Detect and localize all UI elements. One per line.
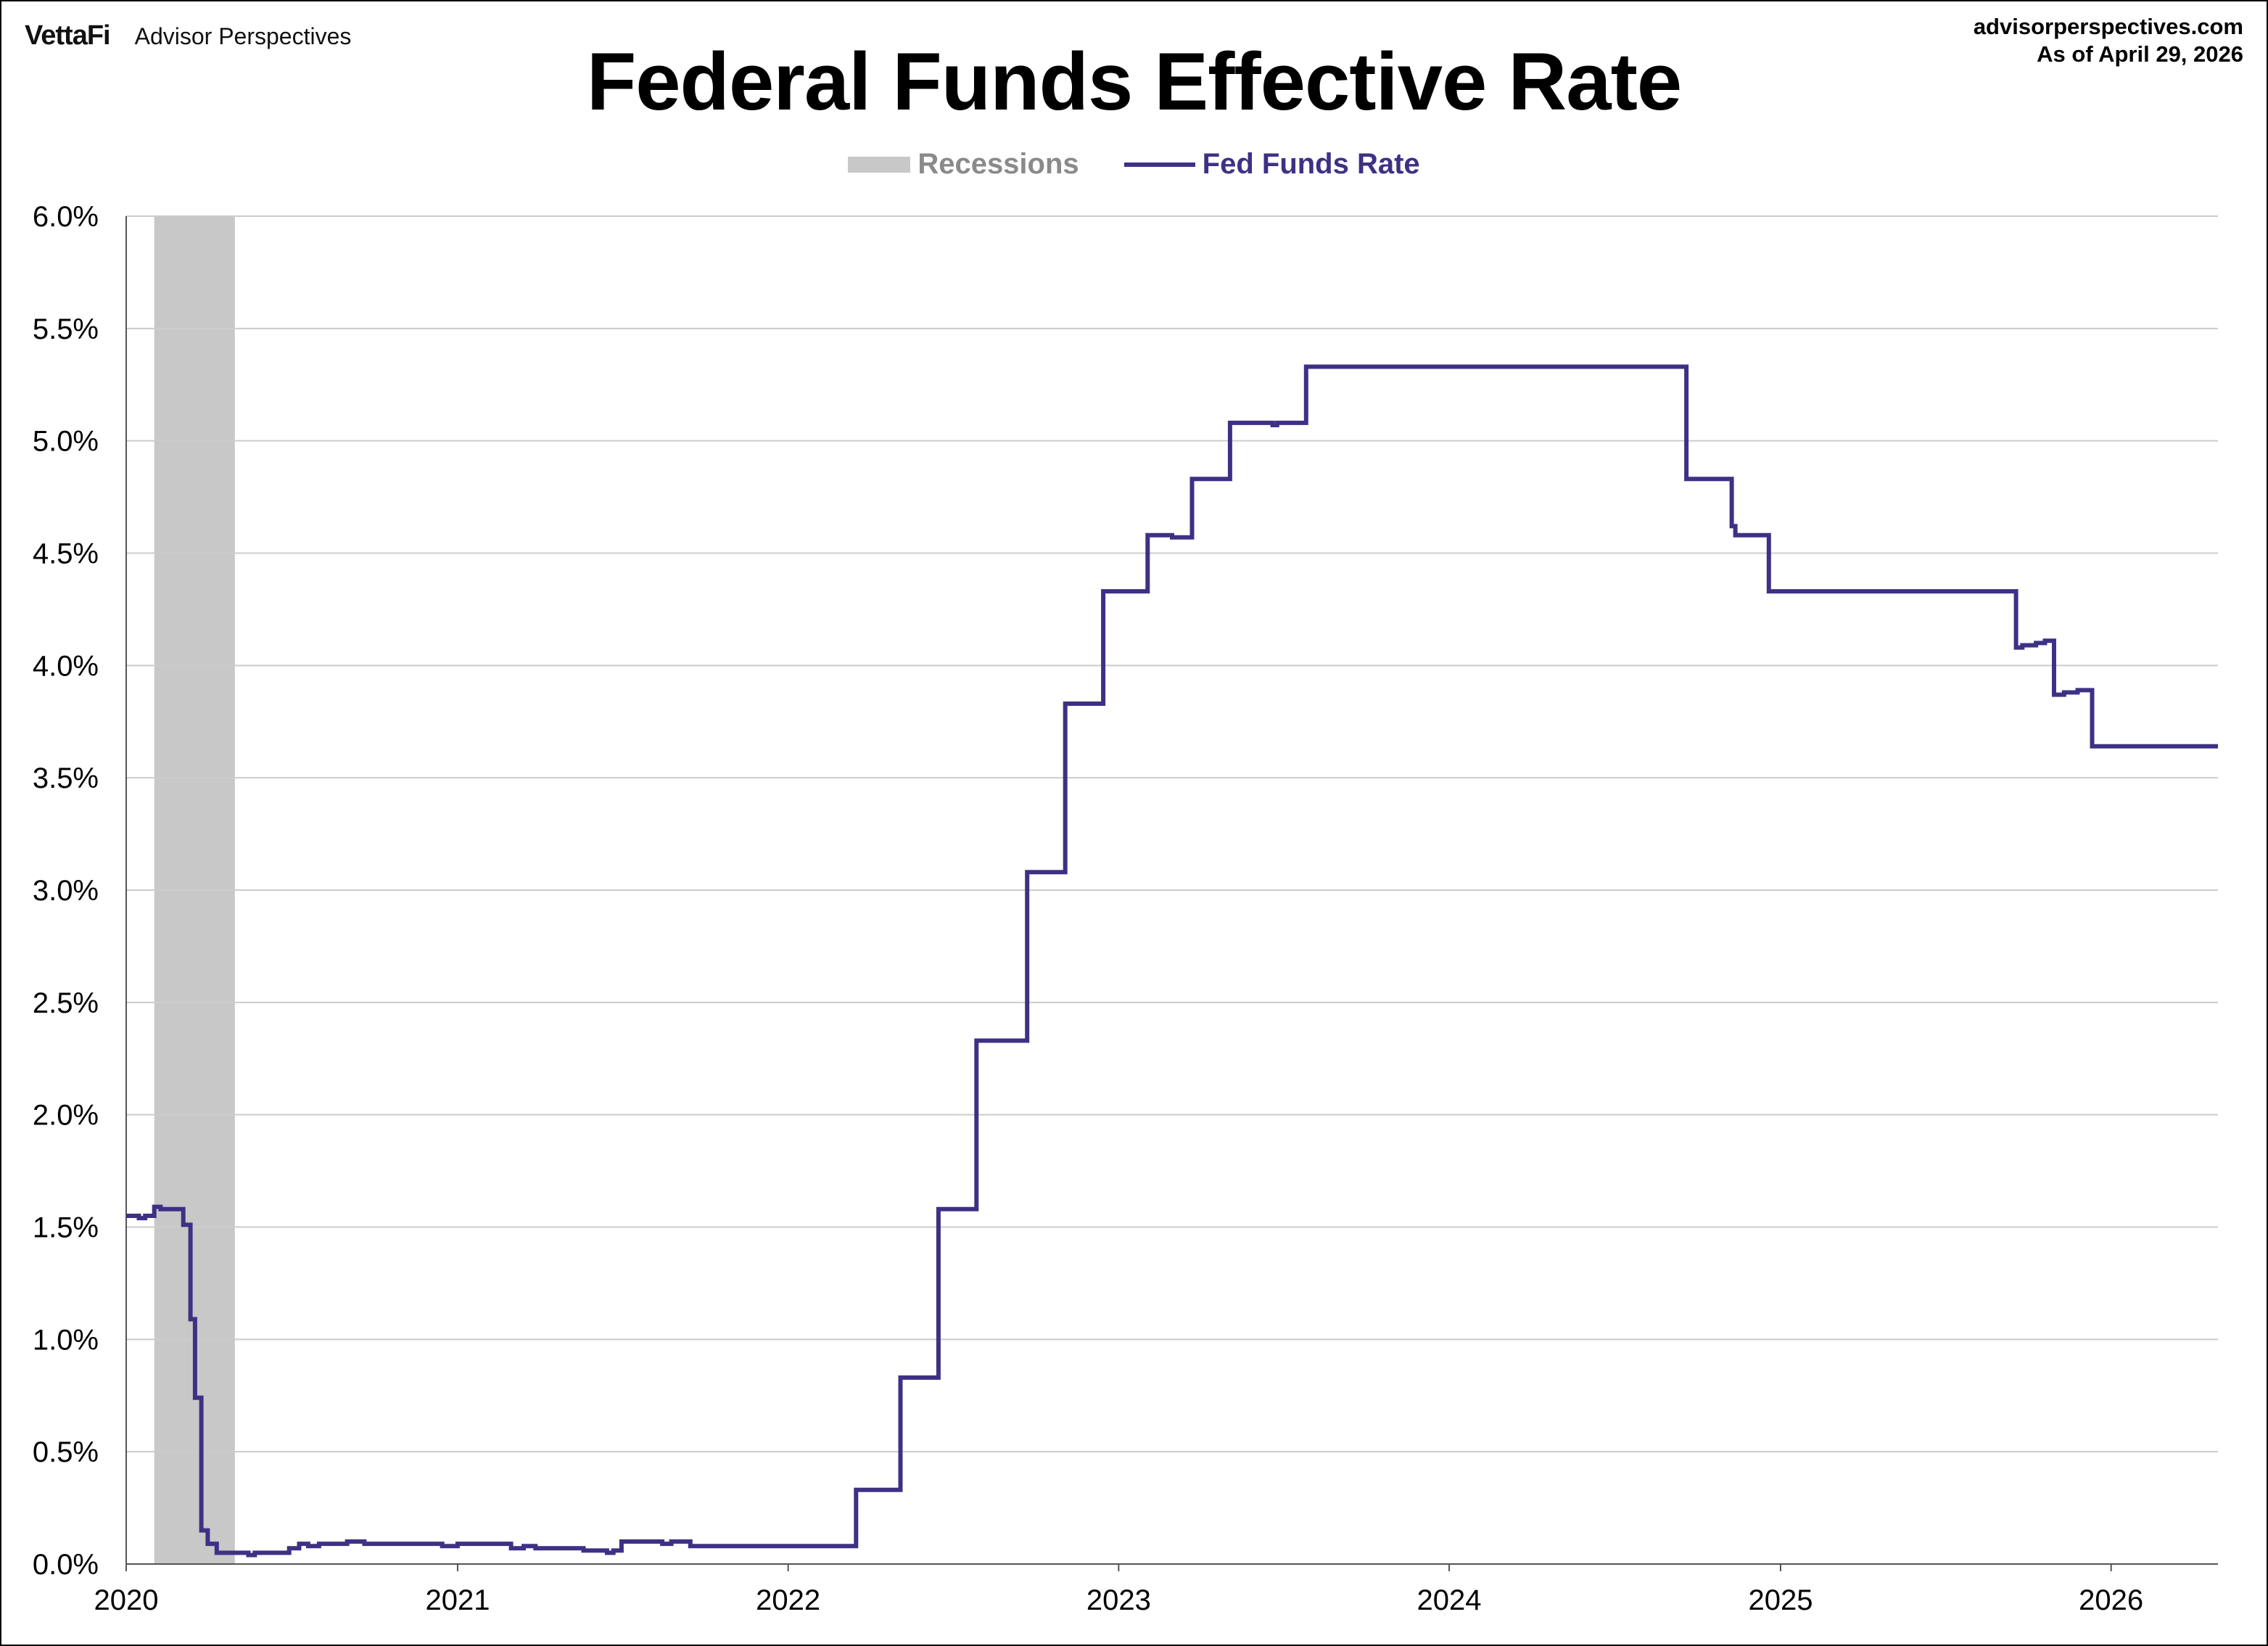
legend-label-recessions: Recessions [917, 148, 1079, 180]
site-url: advisorperspectives.com [1973, 14, 2243, 39]
source-info: advisorperspectives.com As of April 29, … [1974, 13, 2243, 68]
legend-swatch-recessions [848, 156, 911, 173]
legend-label-fed-funds-rate: Fed Funds Rate [1202, 148, 1420, 180]
chart-title: Federal Funds Effective Rate [586, 36, 1682, 127]
y-tick-label: 2.5% [33, 987, 99, 1019]
y-tick-label: 0.5% [33, 1436, 99, 1468]
gridlines [126, 215, 2218, 1453]
x-tick-label: 2020 [94, 1584, 159, 1616]
legend-item-fed-funds-rate: Fed Funds Rate [1123, 148, 1420, 181]
vettafi-logo: VettaFi [25, 20, 111, 51]
axes [125, 216, 2218, 1565]
y-tick-label: 5.0% [33, 426, 99, 458]
y-tick-label: 2.0% [33, 1100, 99, 1132]
chart-legend: Recessions Fed Funds Rate [0, 148, 2268, 181]
legend-item-recessions: Recessions [848, 148, 1079, 181]
y-tick-label: 5.5% [33, 313, 99, 345]
y-tick-label: 4.0% [33, 650, 99, 682]
y-tick-label: 1.0% [33, 1324, 99, 1356]
legend-swatch-fed-funds-rate [1123, 162, 1195, 167]
x-tick-label: 2025 [1748, 1584, 1813, 1616]
series-layer [125, 364, 2219, 1557]
brand: VettaFi Advisor Perspectives [25, 20, 351, 52]
x-tick-label: 2023 [1086, 1584, 1151, 1616]
brand-name: Advisor Perspectives [134, 23, 352, 49]
y-tick-label: 0.0% [33, 1549, 99, 1581]
x-tick-label: 2026 [2079, 1584, 2143, 1616]
y-tick-label: 1.5% [33, 1212, 99, 1244]
y-tick-label: 3.5% [33, 762, 99, 794]
y-tick-label: 6.0% [33, 201, 99, 233]
y-tick-label: 3.0% [33, 875, 99, 907]
x-tick-label: 2021 [425, 1584, 490, 1616]
as-of-date: As of April 29, 2026 [2037, 41, 2243, 67]
y-axis-ticks: 0.0% 0.5% 1.0% 1.5% 2.0% 2.5% 3.0% 3.5% 4.0% 4.5%… [33, 201, 99, 1581]
x-axis-ticks: 2020 2021 2022 2023 2024 2025 2026 [94, 1564, 2143, 1616]
x-tick-label: 2024 [1417, 1584, 1482, 1616]
x-tick-label: 2022 [756, 1584, 820, 1616]
y-tick-label: 4.5% [33, 538, 99, 570]
series-line-fed-funds-rate [126, 364, 2218, 1557]
